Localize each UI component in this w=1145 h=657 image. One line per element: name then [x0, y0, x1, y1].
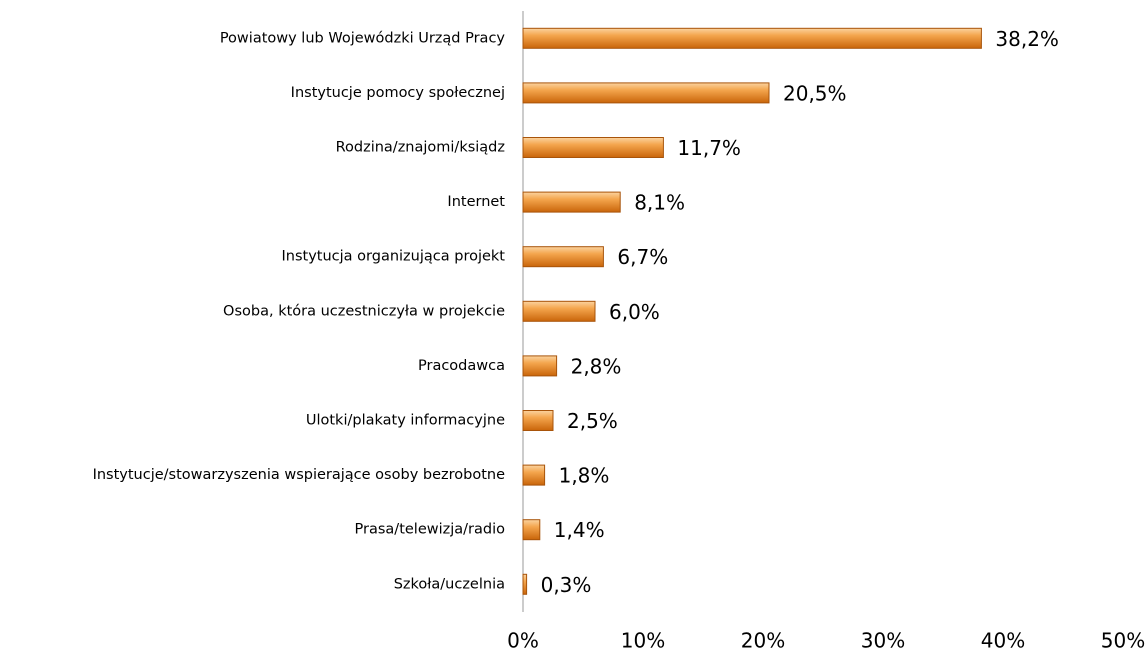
- data-label: 1,8%: [559, 464, 610, 488]
- bar: [522, 573, 528, 595]
- x-tick-label: 20%: [741, 629, 785, 653]
- bar: [522, 300, 596, 322]
- bar: [522, 27, 982, 49]
- x-tick-label: 10%: [621, 629, 665, 653]
- bar: [522, 137, 664, 158]
- data-label: 38,2%: [995, 27, 1059, 51]
- data-label: 2,8%: [571, 354, 622, 378]
- data-label: 0,3%: [541, 573, 592, 597]
- category-label: Instytucje pomocy społecznej: [291, 85, 505, 101]
- category-label: Internet: [447, 194, 505, 210]
- category-label: Szkoła/uczelnia: [394, 576, 505, 592]
- x-tick-label: 50%: [1101, 629, 1145, 653]
- data-label: 8,1%: [634, 191, 685, 215]
- category-label: Powiatowy lub Wojewódzki Urząd Pracy: [220, 30, 506, 46]
- bar: [522, 246, 604, 268]
- category-label: Pracodawca: [418, 358, 505, 374]
- data-label: 20,5%: [783, 81, 847, 105]
- data-label: 2,5%: [567, 409, 618, 433]
- category-label: Osoba, która uczestniczyła w projekcie: [223, 303, 505, 319]
- x-tick-label: 30%: [861, 629, 905, 653]
- category-label: Rodzina/znajomi/ksiądz: [336, 140, 505, 156]
- data-label: 6,0%: [609, 300, 660, 324]
- bar: [522, 410, 554, 431]
- category-label: Instytucje/stowarzyszenia wspierające os…: [93, 467, 506, 483]
- category-label: Instytucja organizująca projekt: [282, 249, 506, 265]
- data-label: 11,7%: [677, 136, 741, 160]
- x-tick-label: 40%: [981, 629, 1025, 653]
- bar: [522, 191, 621, 213]
- bar: [522, 464, 546, 486]
- bar: [522, 519, 541, 541]
- data-label: 6,7%: [617, 245, 668, 269]
- category-label: Ulotki/plakaty informacyjne: [306, 413, 505, 429]
- bar: [522, 355, 558, 377]
- category-label: Prasa/telewizja/radio: [355, 522, 506, 538]
- x-tick-label: 0%: [507, 629, 539, 653]
- data-label: 1,4%: [554, 518, 605, 542]
- bar: [522, 82, 770, 104]
